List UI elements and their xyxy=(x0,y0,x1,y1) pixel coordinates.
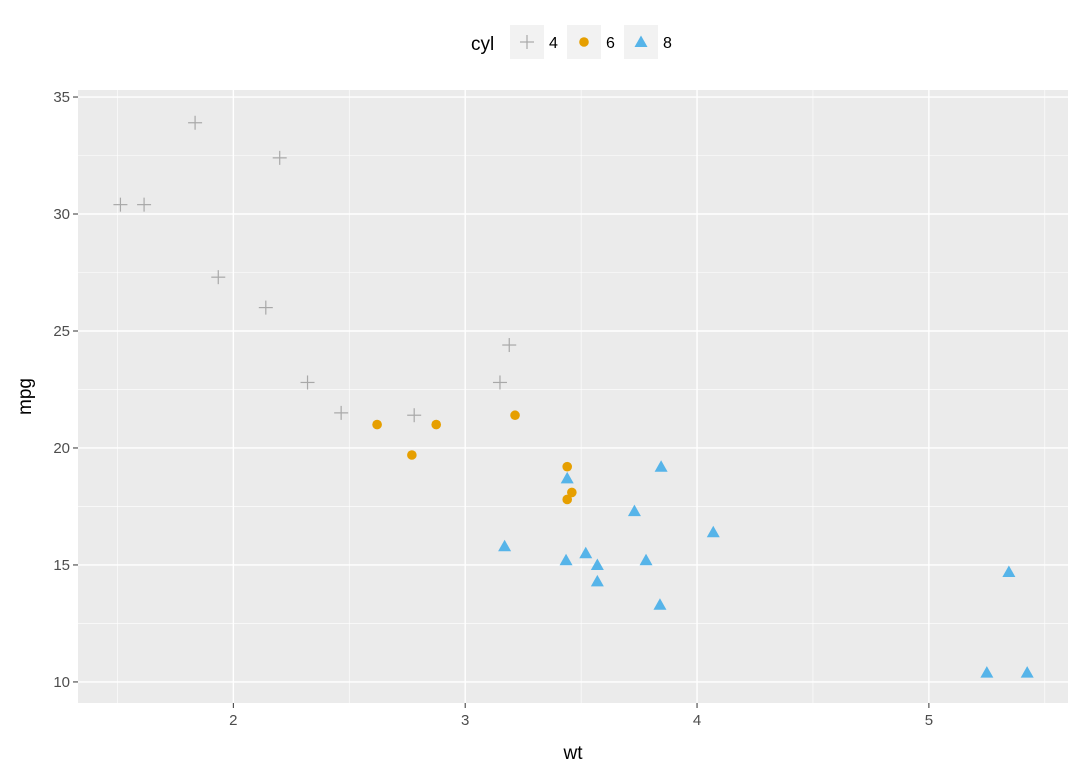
point-cyl-8 xyxy=(590,574,604,587)
point-cyl-8 xyxy=(706,525,720,538)
point-cyl-8 xyxy=(559,553,573,566)
legend-title: cyl xyxy=(471,34,494,55)
point-cyl-6 xyxy=(562,461,573,472)
point-cyl-4 xyxy=(272,150,287,165)
point-cyl-8 xyxy=(639,553,653,566)
point-cyl-6 xyxy=(562,494,573,505)
point-cyl-8 xyxy=(1002,565,1016,577)
point-cyl-8 xyxy=(627,504,641,517)
point-cyl-8 xyxy=(980,666,994,678)
legend-marker-8 xyxy=(634,35,648,47)
point-cyl-8 xyxy=(579,546,593,559)
y-tick-label: 20 xyxy=(53,440,70,457)
x-tick-label: 3 xyxy=(461,712,469,729)
point-cyl-6 xyxy=(407,450,417,460)
plot-panel xyxy=(78,90,1068,703)
point-cyl-4 xyxy=(211,270,226,285)
x-tick-label: 4 xyxy=(693,712,701,729)
major-grid xyxy=(78,90,1068,703)
x-tick-label: 2 xyxy=(229,712,237,729)
axes: 2 3 4 5 10 15 20 25 30 35 xyxy=(53,89,933,729)
point-cyl-4 xyxy=(300,375,315,390)
point-cyl-8 xyxy=(1020,666,1034,678)
y-tick-label: 30 xyxy=(53,206,70,223)
legend-marker-6 xyxy=(579,37,589,47)
point-cyl-6 xyxy=(510,410,520,421)
y-tick-label: 10 xyxy=(53,674,70,691)
point-cyl-8 xyxy=(560,471,574,484)
point-cyl-4 xyxy=(188,115,203,130)
point-cyl-4 xyxy=(258,300,273,315)
legend-label-4: 4 xyxy=(549,35,558,52)
x-tick-label: 5 xyxy=(925,712,933,729)
y-tick-label: 15 xyxy=(53,557,70,574)
point-cyl-8 xyxy=(590,558,604,570)
point-cyl-4 xyxy=(492,375,507,390)
point-cyl-6 xyxy=(431,419,442,430)
legend: cyl 4 6 8 xyxy=(471,25,672,59)
point-cyl-6 xyxy=(567,487,577,498)
point-cyl-4 xyxy=(407,408,422,423)
legend-label-6: 6 xyxy=(606,35,615,52)
legend-marker-4 xyxy=(520,35,534,49)
point-cyl-8 xyxy=(654,460,668,472)
point-cyl-4 xyxy=(502,338,517,353)
point-cyl-6 xyxy=(372,419,382,430)
point-cyl-4 xyxy=(137,197,152,212)
data-points xyxy=(113,115,1034,678)
legend-label-8: 8 xyxy=(663,35,672,52)
point-cyl-8 xyxy=(653,598,667,610)
point-cyl-4 xyxy=(334,405,349,420)
minor-grid xyxy=(78,90,1068,703)
x-axis-title: wt xyxy=(563,743,584,764)
y-axis-title: mpg xyxy=(15,378,36,415)
y-tick-label: 25 xyxy=(53,323,70,340)
point-cyl-8 xyxy=(498,539,512,552)
point-cyl-4 xyxy=(113,197,128,212)
y-tick-label: 35 xyxy=(53,89,70,106)
